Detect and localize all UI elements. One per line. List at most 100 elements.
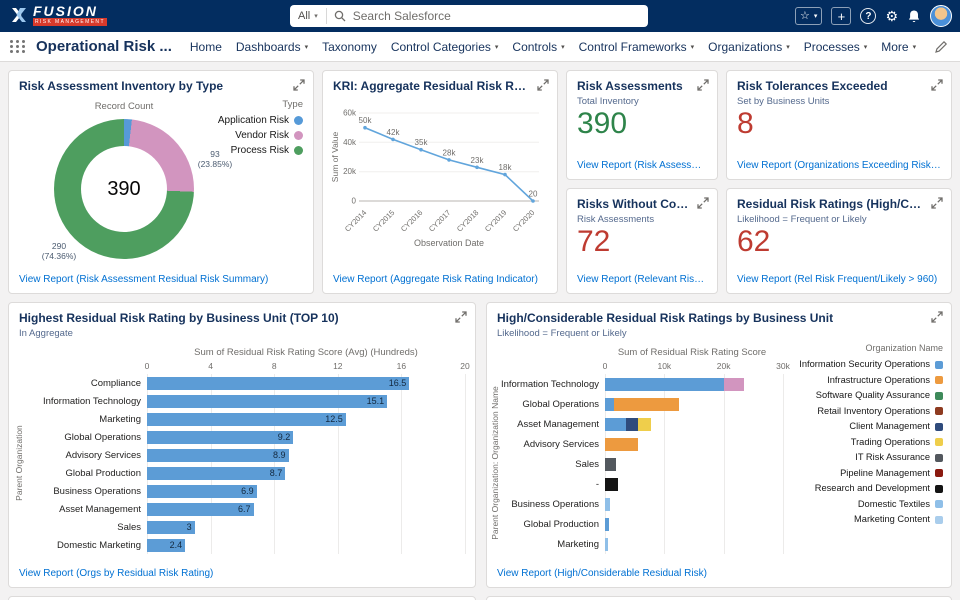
bar[interactable]: 16.5 (147, 376, 410, 390)
tab-control-frameworks[interactable]: Control Frameworks ▾ (579, 40, 695, 54)
legend-item[interactable]: Research and Development (785, 481, 943, 497)
avatar[interactable] (930, 5, 952, 27)
search-input[interactable] (352, 9, 640, 23)
bar-track: 6.7 (147, 502, 465, 516)
expand-icon[interactable] (537, 79, 549, 91)
bar-segment[interactable] (605, 417, 626, 431)
legend-item[interactable]: Marketing Content (785, 512, 943, 528)
legend-item[interactable]: Information Security Operations (785, 357, 943, 373)
card-partial (8, 596, 476, 600)
view-report-link[interactable]: View Report (Risk Assessment Residual Ri… (19, 274, 269, 285)
expand-icon[interactable] (293, 79, 305, 91)
legend-item[interactable]: Process Risk (218, 143, 303, 158)
view-report-link[interactable]: View Report (Rel Risk Frequent/Likely > … (737, 274, 938, 285)
bar-row: Business Operations 6.9 (19, 482, 465, 500)
bar-segment[interactable] (605, 457, 616, 471)
category-label: Global Production (523, 518, 599, 530)
view-report-link[interactable]: View Report (Orgs by Residual Risk Ratin… (19, 568, 214, 579)
bar-value-label: 2.4 (169, 539, 183, 550)
bar-segment[interactable] (605, 537, 608, 551)
bar[interactable]: 6.9 (147, 484, 257, 498)
legend-item[interactable]: Retail Inventory Operations (785, 404, 943, 420)
bar[interactable]: 8.9 (147, 448, 289, 462)
gridline (210, 374, 212, 554)
bar-track (605, 397, 779, 411)
expand-icon[interactable] (931, 311, 943, 323)
bar-segment[interactable] (723, 377, 745, 391)
bell-icon[interactable] (907, 9, 921, 24)
bar-segment[interactable] (605, 517, 609, 531)
legend-label: Research and Development (814, 483, 930, 493)
bar-segment[interactable] (625, 417, 638, 431)
bar[interactable]: 9.2 (147, 430, 294, 444)
bar[interactable]: 15.1 (147, 394, 388, 408)
bar-track: 15.1 (147, 394, 465, 408)
legend-item[interactable]: IT Risk Assurance (785, 450, 943, 466)
legend-item[interactable]: Domestic Textiles (785, 497, 943, 513)
bar[interactable]: 3 (147, 520, 195, 534)
tab-taxonomy[interactable]: Taxonomy (322, 40, 377, 54)
data-point (363, 125, 367, 130)
bar-segment[interactable] (605, 497, 610, 511)
legend-swatch (935, 500, 943, 509)
expand-icon[interactable] (697, 197, 709, 209)
bar[interactable]: 6.7 (147, 502, 254, 516)
tab-control-categories[interactable]: Control Categories ▾ (391, 40, 499, 54)
gear-icon[interactable]: ⚙ (885, 8, 898, 24)
bar-segment[interactable] (613, 397, 680, 411)
legend-label: Software Quality Assurance (815, 390, 930, 400)
bar-segment[interactable] (605, 437, 638, 451)
kri-line-chart[interactable]: Sum of Value 0 20k 40k 60k 50k CY2014 42k CY2015… (329, 97, 553, 256)
tab-controls[interactable]: Controls ▾ (512, 40, 564, 54)
legend-item[interactable]: Vendor Risk (218, 128, 303, 143)
legend-item[interactable]: Trading Operations (785, 435, 943, 451)
legend-item[interactable]: Pipeline Management (785, 466, 943, 482)
legend-item[interactable]: Software Quality Assurance (785, 388, 943, 404)
help-button[interactable]: ? (860, 8, 877, 24)
expand-icon[interactable] (697, 79, 709, 91)
tab-more[interactable]: More ▾ (881, 40, 916, 54)
view-report-link[interactable]: View Report (Risk Assessment Re... (577, 160, 707, 171)
category-label: Information Technology (42, 395, 141, 407)
tab-dashboards[interactable]: Dashboards ▾ (236, 40, 308, 54)
category-label: Global Operations (64, 431, 141, 443)
legend-swatch (935, 422, 943, 431)
bar-track: 16.5 (147, 376, 465, 390)
dashboard-canvas: Risk Assessment Inventory by Type Record… (0, 62, 960, 600)
metric-value: 390 (577, 107, 628, 140)
bar[interactable]: 12.5 (147, 412, 346, 426)
view-report-link[interactable]: View Report (Organizations Exceeding Ris… (737, 160, 941, 171)
legend-item[interactable]: Application Risk (218, 113, 303, 128)
bar[interactable]: 2.4 (147, 538, 186, 552)
expand-icon[interactable] (931, 197, 943, 209)
tab-label: Taxonomy (322, 39, 377, 54)
fusion-logo[interactable]: FUSION RISK MANAGEMENT (10, 4, 107, 26)
card-high-considerable-residual-risk: High/Considerable Residual Risk Ratings … (486, 302, 952, 588)
bar[interactable]: 8.7 (147, 466, 286, 480)
bar-segment[interactable] (605, 477, 619, 491)
bar-segment[interactable] (637, 417, 652, 431)
tab-processes[interactable]: Processes ▾ (804, 40, 868, 54)
donut-chart[interactable]: 390 (54, 119, 194, 259)
bar-segment[interactable] (605, 377, 724, 391)
favorites-button[interactable]: ☆ ▾ (795, 7, 823, 25)
tab-home[interactable]: Home (190, 40, 222, 54)
quick-add-button[interactable]: + (831, 7, 852, 25)
app-launcher-icon[interactable] (10, 40, 26, 53)
metric-value: 62 (737, 225, 771, 258)
tab-organizations[interactable]: Organizations ▾ (708, 40, 790, 54)
legend-label: IT Risk Assurance (855, 452, 930, 462)
category-label: Sales (575, 458, 599, 470)
y-tick-label: 60k (343, 109, 357, 118)
view-report-link[interactable]: View Report (Aggregate Risk Rating Indic… (333, 274, 538, 285)
bar-row: Business Operations (497, 494, 779, 514)
expand-icon[interactable] (455, 311, 467, 323)
legend-item[interactable]: Infrastructure Operations (785, 373, 943, 389)
edit-pencil-icon[interactable] (934, 40, 948, 54)
expand-icon[interactable] (931, 79, 943, 91)
view-report-link[interactable]: View Report (Relevant Risks with... (577, 274, 707, 285)
bar-segment[interactable] (605, 397, 614, 411)
search-scope-dropdown[interactable]: All ▾ (298, 8, 327, 24)
legend-item[interactable]: Client Management (785, 419, 943, 435)
view-report-link[interactable]: View Report (High/Considerable Residual … (497, 568, 707, 579)
